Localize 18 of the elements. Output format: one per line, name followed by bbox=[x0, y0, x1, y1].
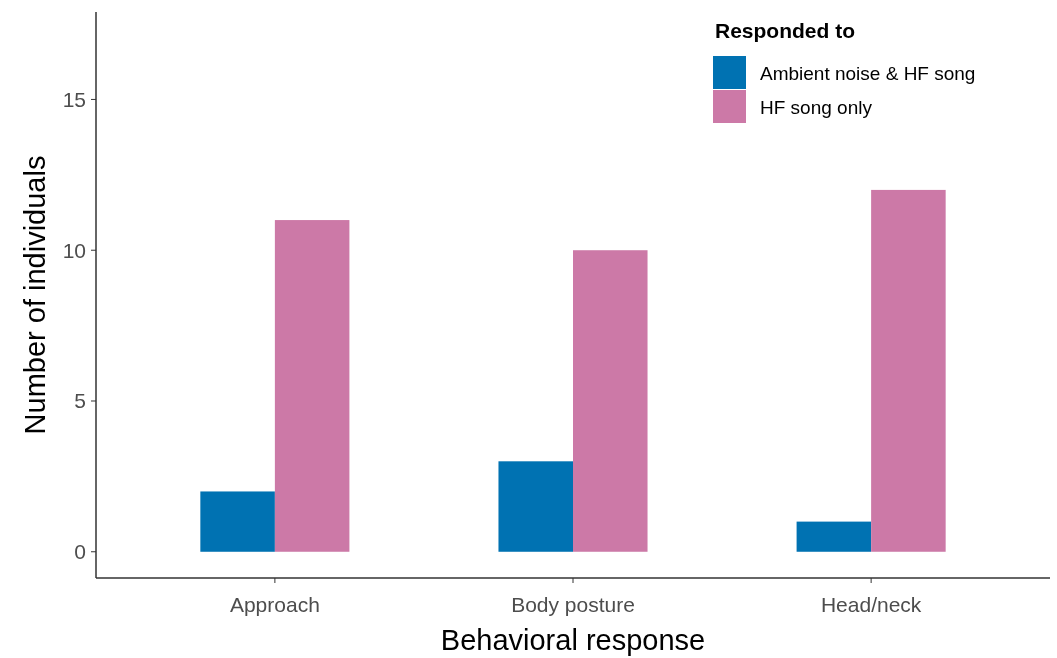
y-tick-label: 15 bbox=[62, 87, 86, 111]
x-tick-label: Approach bbox=[229, 593, 320, 616]
bar bbox=[871, 189, 946, 552]
bar bbox=[200, 491, 275, 552]
x-axis-title: Behavioral response bbox=[440, 624, 706, 656]
y-tick-label: 10 bbox=[62, 238, 86, 262]
y-tick-label: 5 bbox=[74, 389, 86, 413]
x-tick-label: Head/neck bbox=[820, 593, 922, 616]
bar bbox=[573, 250, 648, 552]
x-tick-label: Body posture bbox=[511, 593, 635, 616]
y-axis-title: Number of individuals bbox=[19, 155, 51, 435]
bar bbox=[796, 521, 872, 552]
bar bbox=[498, 461, 573, 552]
legend-label: Ambient noise & HF song bbox=[760, 62, 976, 84]
y-tick-label: 0 bbox=[74, 540, 86, 564]
legend-label: HF song only bbox=[760, 96, 873, 118]
legend-title: Responded to bbox=[715, 19, 855, 42]
bar bbox=[274, 220, 350, 552]
